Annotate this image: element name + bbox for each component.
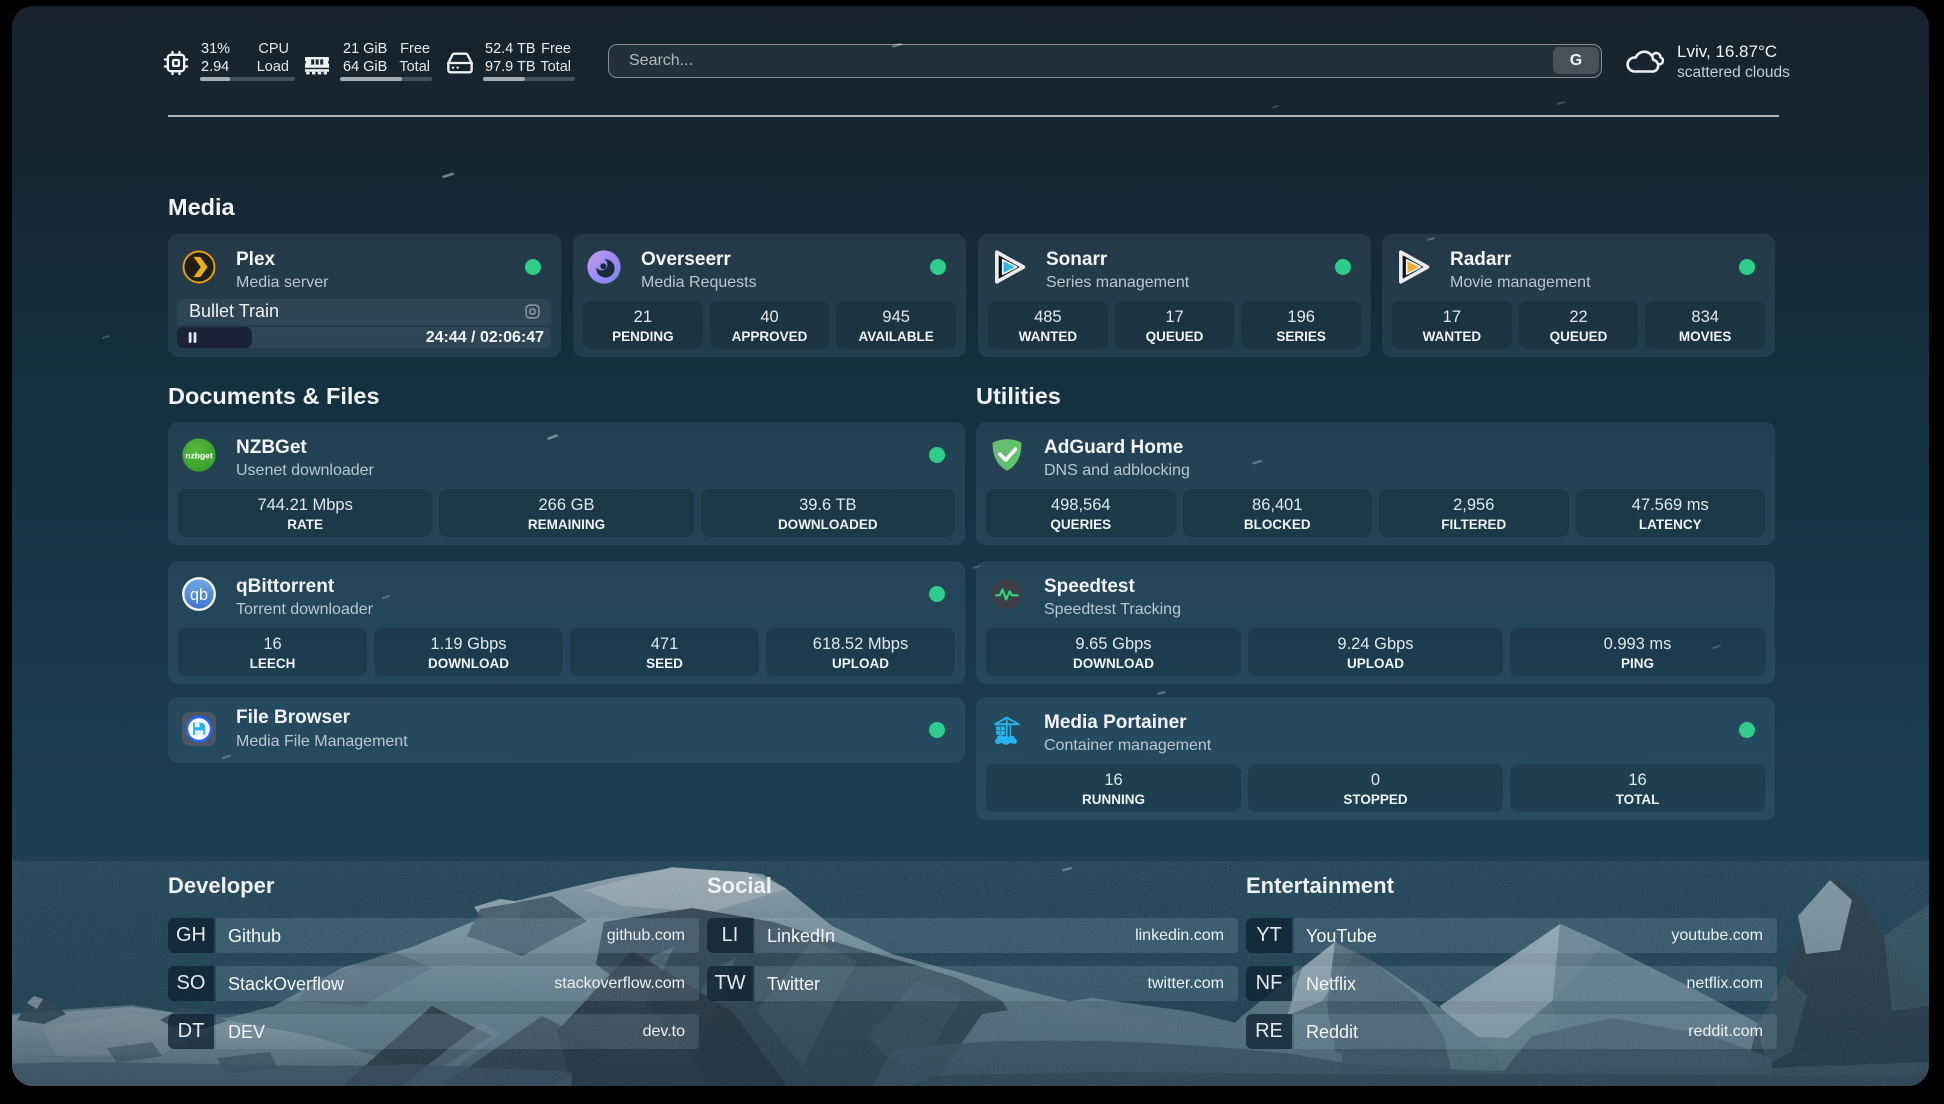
svg-text:qb: qb [190, 586, 208, 604]
svg-text:nzbget: nzbget [185, 451, 213, 461]
